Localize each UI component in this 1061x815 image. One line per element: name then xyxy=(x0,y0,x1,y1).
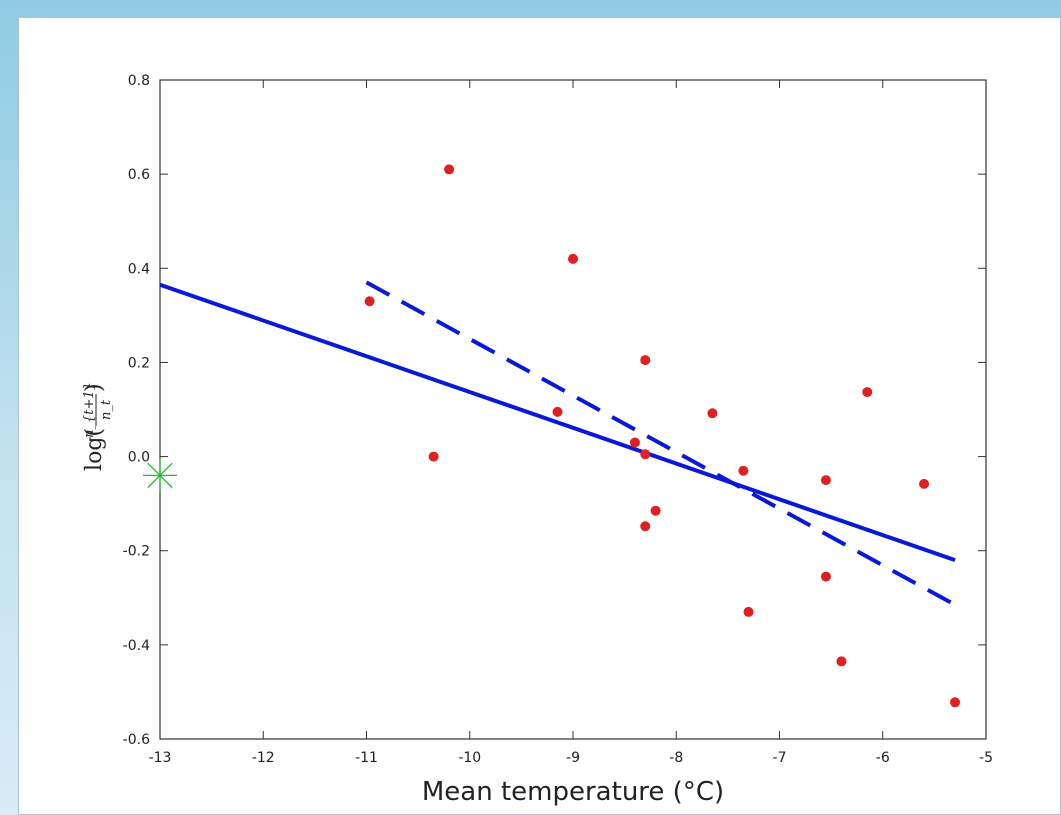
data-point xyxy=(743,606,754,617)
y-tick-label: 0.4 xyxy=(128,261,150,277)
data-point xyxy=(629,437,640,448)
scatter-chart: -13 -12 -11 -10 -9 -8 -7 -6 -5 -0.6 -0.4 -0.2 0.0 0.2… xyxy=(82,73,993,807)
x-axis-label: Mean temperature (°C) xyxy=(422,777,724,807)
y-tick-label: 0.2 xyxy=(128,355,150,371)
data-point xyxy=(820,571,831,582)
y-tick-label: -0.2 xyxy=(123,544,150,560)
x-tick-label: -13 xyxy=(149,750,172,766)
y-axis-label-suffix: ) xyxy=(82,383,107,392)
data-point xyxy=(640,355,651,366)
y-tick-label: 0.8 xyxy=(128,73,150,89)
x-tick-label: -6 xyxy=(876,750,890,766)
data-point xyxy=(640,449,651,460)
x-tick-label: -9 xyxy=(566,750,580,766)
asterisk-marker xyxy=(143,458,177,493)
x-tick-label: -11 xyxy=(355,750,378,766)
data-point xyxy=(820,475,831,486)
data-point xyxy=(836,656,847,667)
y-axis-label-prefix: log( xyxy=(82,428,107,471)
data-point xyxy=(738,465,749,476)
data-point xyxy=(428,451,439,462)
data-point xyxy=(650,505,661,516)
plot-area xyxy=(159,79,987,740)
x-tick-label: -5 xyxy=(979,750,993,766)
y-axis-label-numerator: n_{t+1} xyxy=(82,382,97,438)
fit-line-solid xyxy=(159,282,956,563)
x-tick-label: -7 xyxy=(773,750,787,766)
y-tick-label: 0.0 xyxy=(128,450,150,466)
data-point xyxy=(444,164,455,175)
chart-panel: -13 -12 -11 -10 -9 -8 -7 -6 -5 -0.6 -0.4 -0.2 0.0 0.2… xyxy=(18,17,1061,815)
x-tick-label: -8 xyxy=(669,750,683,766)
x-tick-label: -12 xyxy=(252,750,275,766)
data-point xyxy=(950,697,961,708)
data-point xyxy=(552,406,563,417)
y-tick-label: 0.6 xyxy=(128,167,150,183)
y-tick-label: -0.4 xyxy=(123,638,150,654)
x-tick-label: -10 xyxy=(458,750,481,766)
data-point xyxy=(640,521,651,532)
data-point xyxy=(919,478,930,489)
data-point xyxy=(707,408,718,419)
y-axis-label-denominator: n_t xyxy=(99,399,114,420)
data-point xyxy=(364,296,375,307)
y-tick-label: -0.6 xyxy=(123,732,150,748)
y-axis-label: log( n_{t+1} n_t ) xyxy=(82,382,114,471)
data-point xyxy=(568,253,578,264)
data-point xyxy=(862,387,873,398)
fit-line-dashed xyxy=(365,280,956,607)
